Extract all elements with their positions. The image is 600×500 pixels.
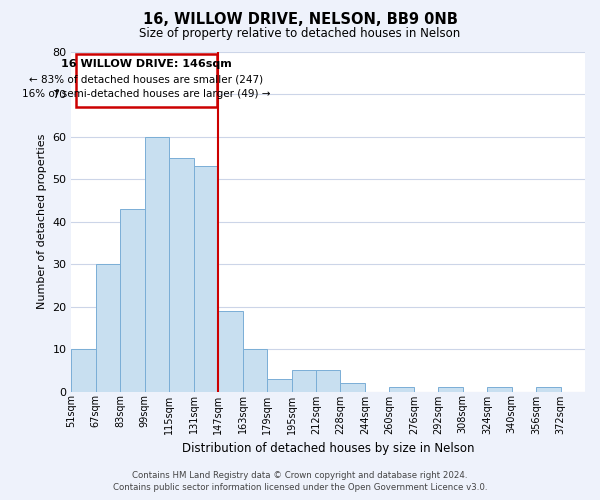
Bar — [145, 136, 169, 392]
Bar — [438, 388, 463, 392]
Text: ← 83% of detached houses are smaller (247): ← 83% of detached houses are smaller (24… — [29, 74, 263, 84]
Text: Contains HM Land Registry data © Crown copyright and database right 2024.
Contai: Contains HM Land Registry data © Crown c… — [113, 471, 487, 492]
FancyBboxPatch shape — [76, 54, 217, 107]
Bar — [120, 209, 145, 392]
Bar — [316, 370, 340, 392]
Text: 16 WILLOW DRIVE: 146sqm: 16 WILLOW DRIVE: 146sqm — [61, 58, 232, 68]
X-axis label: Distribution of detached houses by size in Nelson: Distribution of detached houses by size … — [182, 442, 475, 455]
Bar — [194, 166, 218, 392]
Text: 16% of semi-detached houses are larger (49) →: 16% of semi-detached houses are larger (… — [22, 90, 271, 100]
Bar — [487, 388, 512, 392]
Bar — [292, 370, 316, 392]
Bar — [218, 311, 242, 392]
Bar — [71, 349, 96, 392]
Bar — [389, 388, 414, 392]
Y-axis label: Number of detached properties: Number of detached properties — [37, 134, 47, 309]
Bar — [267, 379, 292, 392]
Bar — [242, 349, 267, 392]
Text: 16, WILLOW DRIVE, NELSON, BB9 0NB: 16, WILLOW DRIVE, NELSON, BB9 0NB — [143, 12, 457, 28]
Bar — [340, 383, 365, 392]
Text: Size of property relative to detached houses in Nelson: Size of property relative to detached ho… — [139, 28, 461, 40]
Bar — [96, 264, 120, 392]
Bar — [536, 388, 560, 392]
Bar — [169, 158, 194, 392]
